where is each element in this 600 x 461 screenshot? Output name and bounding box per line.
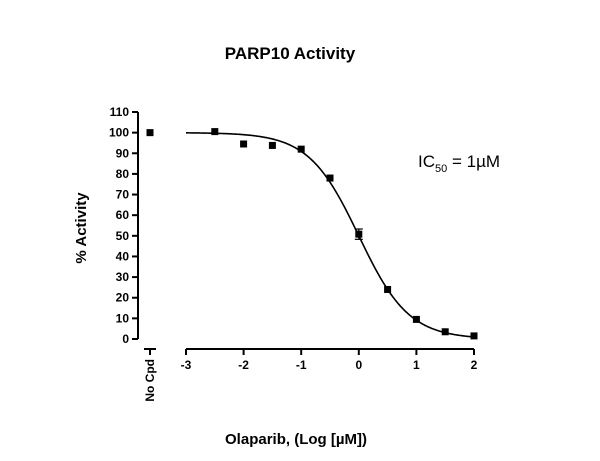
y-axis-label: % Activity [73, 192, 90, 264]
x-tick-label: -3 [181, 358, 192, 372]
x-tick-label: 0 [355, 358, 362, 372]
data-point [412, 315, 420, 323]
data-point-control [146, 129, 154, 137]
ic50-annotation: IC50 = 1µM [418, 152, 500, 175]
x-axis-label: Olaparib, (Log [µM]) [225, 431, 367, 448]
x-tick-label: 1 [413, 358, 420, 372]
data-point [268, 141, 276, 149]
ic50-annotation-main: IC [418, 152, 435, 171]
y-tick-label: 60 [116, 208, 130, 222]
data-marks [146, 128, 478, 340]
x-tick-label: -2 [238, 358, 249, 372]
y-tick-label: 70 [116, 188, 130, 202]
y-tick-label: 30 [116, 270, 130, 284]
data-point [211, 128, 219, 136]
data-point [240, 140, 248, 148]
x-tick-label: -1 [296, 358, 307, 372]
y-tick-label: 0 [122, 332, 129, 346]
data-point [326, 174, 334, 182]
fit-curve [185, 132, 475, 338]
y-tick-label: 90 [116, 146, 130, 160]
data-point [297, 145, 305, 153]
y-tick-label: 40 [116, 249, 130, 263]
data-point [384, 285, 392, 293]
chart-title: PARP10 Activity [225, 44, 356, 63]
data-point [441, 328, 449, 336]
y-tick-label: 110 [110, 105, 130, 119]
y-tick-label: 80 [116, 167, 130, 181]
y-tick-label: 20 [116, 291, 130, 305]
x-tick-label: 2 [471, 358, 478, 372]
axes: 0 10 20 30 40 50 60 70 80 90 100 110 No Cpd -3 -2 -1 0 1 2 [109, 105, 478, 402]
y-tick-label: 100 [109, 126, 129, 140]
y-tick-label: 10 [116, 311, 130, 325]
y-tick-label: 50 [116, 229, 130, 243]
data-point [355, 230, 363, 238]
x-tick-label-control: No Cpd [143, 359, 157, 402]
ic50-annotation-sub: 50 [435, 163, 447, 175]
ic50-annotation-rest: = 1µM [447, 152, 500, 171]
data-point [470, 332, 478, 340]
